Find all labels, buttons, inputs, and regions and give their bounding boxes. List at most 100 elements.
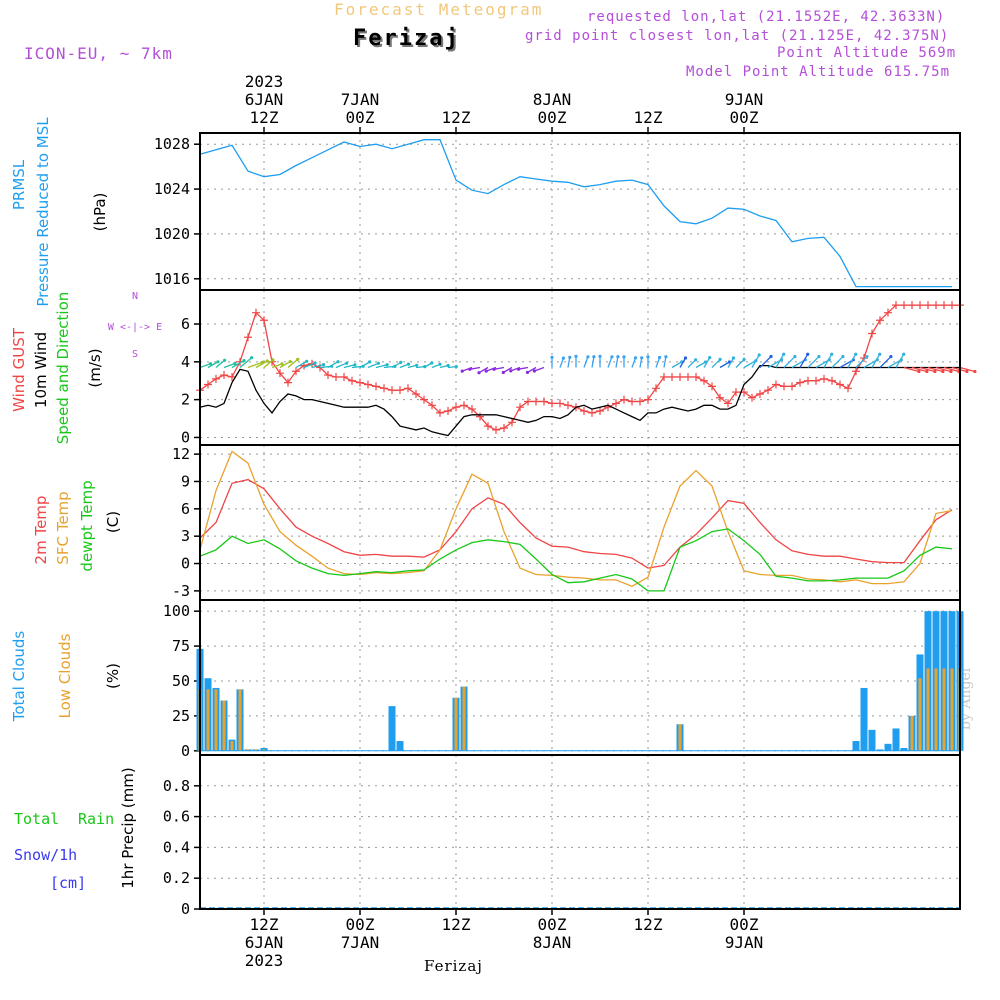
wind-arrow-head <box>841 355 845 359</box>
wind-arrow-head <box>305 359 309 363</box>
gust-marker <box>844 384 852 393</box>
y-tick-label: 1024 <box>154 180 190 198</box>
y-tick-label: 0 <box>181 900 190 918</box>
gust-marker <box>372 382 380 391</box>
requested-coordinates: requested lon,lat (21.1552E, 42.3633N) <box>587 9 946 25</box>
panel-frame <box>199 754 961 910</box>
gust-marker <box>508 418 516 427</box>
gust-marker <box>532 397 540 406</box>
precip-unit-label: 1hr Precip (mm) <box>119 767 137 888</box>
wind-arrow-head <box>622 355 626 359</box>
meteogram-title: Forecast Meteogram <box>334 0 544 19</box>
wind-direction-arrow <box>279 361 291 369</box>
gust-marker <box>412 389 420 398</box>
panel-frame <box>199 444 961 601</box>
top-time-label: 6JAN <box>245 90 284 109</box>
total-clouds-bar <box>852 741 860 751</box>
wind-direction-arrow <box>671 361 683 369</box>
gust-marker <box>892 301 900 310</box>
model-point-altitude: Model Point Altitude 615.75m <box>686 64 951 80</box>
gust-marker <box>340 372 348 381</box>
gust-marker <box>876 316 884 325</box>
wind-direction-arrow <box>534 366 545 372</box>
y-tick-label: 0 <box>181 742 190 760</box>
wind-arrow-head <box>574 354 578 358</box>
wind-direction-arrow <box>287 358 299 368</box>
gust-marker <box>524 397 532 406</box>
wind-arrow-head <box>477 371 481 375</box>
wind-direction-arrow <box>751 354 760 368</box>
gust-marker <box>772 380 780 389</box>
10m-wind-line <box>199 364 960 437</box>
wind-direction-arrow <box>502 366 513 374</box>
top-time-label: 12Z <box>442 108 471 127</box>
wind-direction-arrow <box>703 357 711 368</box>
dewpt-temp-label: dewpt Temp <box>78 480 96 571</box>
wind-direction-arrow <box>655 357 661 368</box>
grid-point-coordinates: grid point closest lon,lat (21.125E, 42.… <box>525 28 950 44</box>
wind-direction-arrow <box>295 360 308 369</box>
wind-arrow-head <box>782 352 786 356</box>
snow-legend: Snow/1h <box>14 846 77 864</box>
y-tick-label: -3 <box>172 582 190 600</box>
y-tick-label: 0.6 <box>163 808 190 826</box>
y-tick-label: 2 <box>181 391 190 409</box>
wind-direction-arrow <box>527 366 537 373</box>
wind-arrow-head <box>322 363 326 367</box>
wind-direction-arrow <box>759 356 772 368</box>
2m-temp-line <box>199 478 953 569</box>
low-clouds-bar <box>934 668 938 751</box>
wind-direction-arrow <box>591 356 595 368</box>
gust-marker <box>588 408 596 417</box>
wind-arrow-head <box>313 361 317 365</box>
gust-marker <box>388 386 396 395</box>
point-altitude: Point Altitude 569m <box>777 45 957 61</box>
wind-direction-arrow <box>199 363 211 369</box>
wind-arrow-head <box>568 355 572 359</box>
top-time-label: 8JAN <box>533 90 572 109</box>
wind-arrow-head <box>509 369 513 373</box>
wind-arrow-head <box>265 359 269 363</box>
low-clouds-bar <box>950 668 954 751</box>
low-clouds-bar <box>214 689 218 751</box>
gust-marker <box>868 329 876 338</box>
total-clouds-bar <box>388 706 396 751</box>
gust-marker <box>252 308 260 317</box>
prmsl-label: PRMSL <box>10 159 28 210</box>
wind-arrow-head <box>658 355 662 360</box>
wind-arrow-head <box>484 369 488 373</box>
wind-direction-arrow <box>375 364 388 369</box>
wind-direction-arrow <box>303 362 316 369</box>
wind-direction-arrow <box>663 356 667 368</box>
bottom-time-label: 00Z <box>538 915 567 934</box>
wind-arrow-head <box>889 355 893 359</box>
bottom-time-label: 00Z <box>346 915 375 934</box>
wind-direction-arrow <box>871 353 881 368</box>
wind-direction-arrow <box>607 356 613 368</box>
wind-direction-arrow <box>719 361 730 369</box>
total-clouds-bar <box>884 743 892 751</box>
gust-marker <box>452 403 460 412</box>
wind-arrow-head <box>731 356 736 360</box>
wind-direction-arrow <box>927 366 944 373</box>
gust-marker <box>836 380 844 389</box>
wind-arrow-head <box>610 355 614 359</box>
wind-direction-arrow <box>631 357 637 368</box>
wind-arrow-head <box>233 361 237 366</box>
wind-direction-arrow <box>391 361 402 369</box>
low-clouds-bar <box>678 724 682 751</box>
wind-arrow-head <box>949 369 953 374</box>
y-tick-label: 1020 <box>154 225 190 243</box>
wind-direction-arrow <box>943 366 960 373</box>
wind-arrow-head <box>633 356 638 360</box>
wind-arrow-head <box>250 356 254 360</box>
wind-direction-arrow <box>799 353 809 368</box>
wind-arrow-head <box>353 363 357 367</box>
wind-direction-arrow <box>518 366 529 370</box>
top-time-label: 7JAN <box>341 90 380 109</box>
wind-arrow-head <box>965 369 969 374</box>
sfc-temp-label: SFC Temp <box>54 491 72 564</box>
top-time-label: 12Z <box>250 108 279 127</box>
gust-marker <box>220 371 228 380</box>
panel-frame <box>199 599 961 756</box>
